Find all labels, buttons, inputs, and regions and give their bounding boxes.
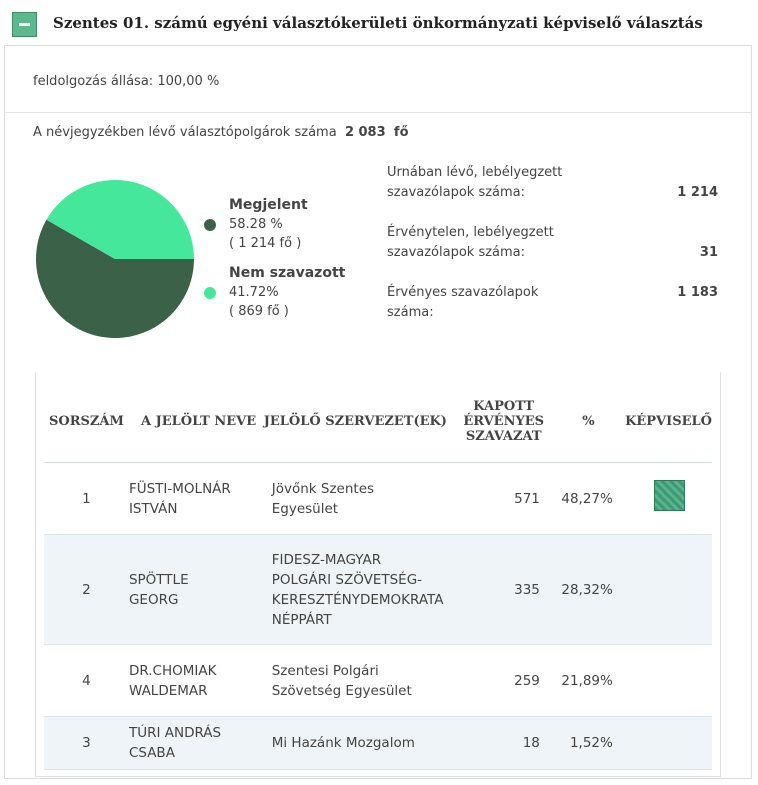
table-row: 3 TÚRI ANDRÁS CSABA Mi Hazánk Mozgalom 18 1,… [44,716,712,770]
table-row: 2 SPÖTTLE GEORG FIDESZ-MAGYAR POLGÁRI SZÖV… [44,534,712,645]
legend-count: ( 1 214 fő ) [229,236,302,251]
voters-value: 2 083 [344,125,386,140]
cell-name: FÜSTI-MOLNÁR ISTVÁN [128,462,264,535]
cell-elected [618,716,712,770]
legend-count: ( 869 fő ) [229,304,289,319]
voters-label: A névjegyzékben lévő választópolgárok sz… [33,125,337,140]
header-bar [4,4,752,46]
cell-percent: 21,89% [557,644,619,717]
cell-number: 1 [44,462,129,535]
separator [5,112,751,113]
legend-dot [204,287,216,299]
collapse-button[interactable] [12,12,37,37]
cell-number: 4 [44,644,129,717]
column-header: SORSZÁM [44,380,129,463]
legend-name: Nem szavazott [229,265,346,281]
pie-chart [35,180,195,338]
results-table: SORSZÁM A JELÖLT NEVE JELÖLŐ SZERVEZET(EK)… [44,380,712,770]
cell-elected [618,644,712,717]
table-row: 4 DR.CHOMIAK WALDEMAR Szentesi Polgári Szö… [44,644,712,717]
voters: A névjegyzékben lévő választópolgárok sz… [33,125,409,140]
pie-slice [35,219,195,338]
cell-name: SPÖTTLE GEORG [128,534,264,645]
cell-votes: 335 [449,534,558,645]
elected-icon [653,480,685,511]
cell-number: 2 [44,534,129,645]
cell-elected [618,534,712,645]
cell-votes: 18 [449,716,558,770]
stat-label: Érvényes szavazólapok száma: [387,285,539,320]
table-box [35,372,721,777]
cell-votes: 571 [449,462,558,535]
column-header: KAPOTT ÉRVÉNYES SZAVAZAT [449,380,558,463]
cell-name: DR.CHOMIAK WALDEMAR [128,644,264,717]
cell-votes: 259 [449,644,558,717]
title: Szentes 01. számú egyéni választókerület… [53,14,703,32]
status: feldolgozás állása: 100,00 % [33,74,219,89]
cell-elected [618,462,712,535]
stat-value: 31 [699,245,718,260]
legend-entry: Nem szavazott 41.72% ( 869 fő ) [229,264,345,321]
cell-org: Szentesi Polgári Szövetség Egyesület [263,644,450,717]
cell-number: 3 [44,716,129,770]
cell-name: TÚRI ANDRÁS CSABA [128,716,264,770]
table-row: 1 FÜSTI-MOLNÁR ISTVÁN Jövőnk Szentes Egyes… [44,462,712,535]
stat-value: 1 183 [677,285,718,300]
column-header: % [557,380,619,463]
cell-org: Jövőnk Szentes Egyesület [263,462,450,535]
stat-label: Érvénytelen, lebélyegzett szavazólapok s… [387,225,554,260]
voters-unit: fő [393,125,409,140]
cell-org: FIDESZ-MAGYAR POLGÁRI SZÖVETSÉG-KERESZTÉ… [263,534,450,645]
legend-value: 41.72% [229,285,279,300]
cell-percent: 48,27% [557,462,619,535]
legend-name: Megjelent [229,197,308,213]
cell-percent: 1,52% [557,716,619,770]
column-header: A JELÖLT NEVE [128,380,264,463]
legend-dot [204,219,216,231]
legend-value: 58.28 % [229,217,283,232]
stat-value: 1 214 [677,185,718,200]
stat-label: Urnában lévő, lebélyegzett szavazólapok … [387,165,563,200]
cell-org: Mi Hazánk Mozgalom [263,716,450,770]
cell-percent: 28,32% [557,534,619,645]
column-header: JELÖLŐ SZERVEZET(EK) [263,380,450,463]
status-value: 100,00 % [157,74,220,89]
pie-slice [46,180,194,259]
status-label: feldolgozás állása: [33,74,154,89]
legend-entry: Megjelent 58.28 % ( 1 214 fő ) [229,196,308,253]
column-header: KÉPVISELŐ [618,380,712,463]
